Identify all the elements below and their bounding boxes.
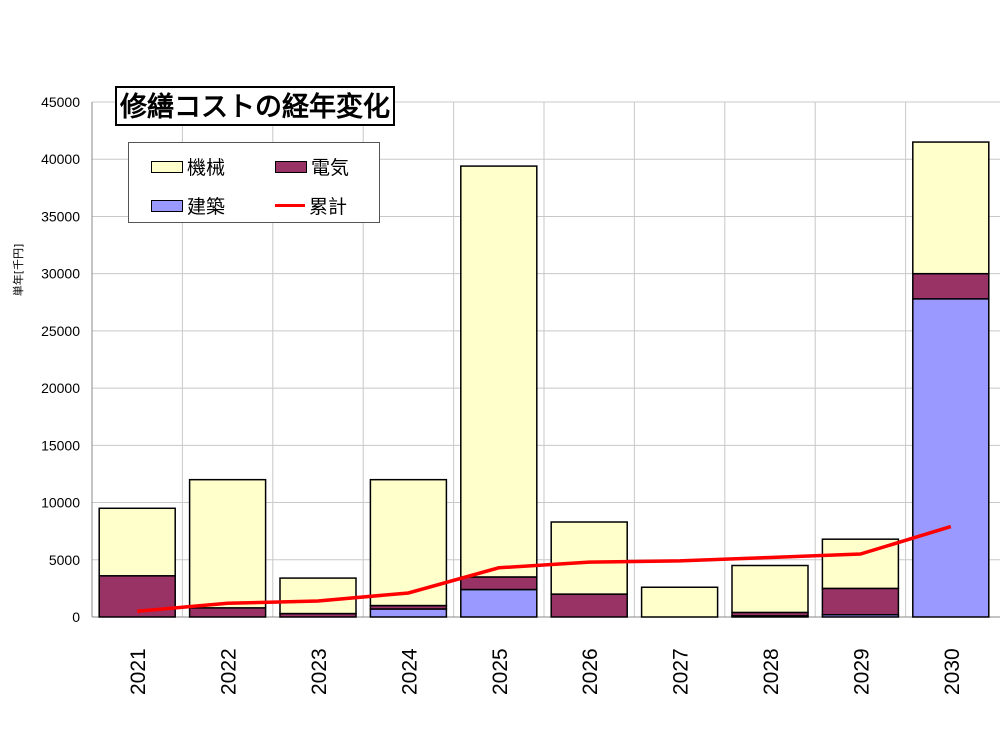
bar-segment xyxy=(821,587,900,616)
y-tick-label: 15000 xyxy=(41,437,80,453)
bar-segment xyxy=(188,607,267,618)
legend-label: 機械 xyxy=(187,157,226,179)
bar-segment xyxy=(912,272,990,300)
legend-swatch xyxy=(151,160,183,173)
legend-swatch xyxy=(151,199,183,212)
bar-segment xyxy=(550,521,628,595)
legend-line xyxy=(275,204,305,207)
y-tick-label: 40000 xyxy=(41,151,80,167)
bar-segment xyxy=(731,564,809,614)
legend-item-cumulative: 累計 xyxy=(275,192,347,219)
y-tick-label: 30000 xyxy=(41,266,80,282)
legend-item-architecture: 建築 xyxy=(151,192,225,219)
y-tick-label: 45000 xyxy=(41,94,80,110)
legend-swatch xyxy=(275,160,307,173)
bar-segment xyxy=(188,478,267,609)
bar-segment xyxy=(460,165,538,578)
y-axis-label: 単年[千円] xyxy=(12,243,25,297)
legend-item-mechanical: 機械 xyxy=(151,153,225,180)
legend-item-electrical: 電気 xyxy=(275,153,349,180)
x-tick-label: 2029 xyxy=(850,648,873,695)
bar-segment xyxy=(912,141,990,275)
y-tick-label: 5000 xyxy=(49,552,80,568)
bar-segment xyxy=(550,593,628,618)
y-tick-label: 35000 xyxy=(41,208,80,224)
legend-label: 電気 xyxy=(311,157,350,179)
bar-segment xyxy=(460,576,538,591)
legend: 機械 電気 建築 累計 xyxy=(128,142,380,223)
bar-segment xyxy=(369,608,448,618)
x-tick-label: 2030 xyxy=(941,648,964,695)
bar-segment xyxy=(279,577,357,615)
chart-title: 修繕コストの経年変化 xyxy=(115,86,395,126)
bar-segment xyxy=(640,586,719,618)
bar-segment xyxy=(98,507,176,577)
x-tick-label: 2021 xyxy=(127,648,150,695)
legend-label: 累計 xyxy=(309,196,348,218)
x-tick-label: 2028 xyxy=(760,648,783,695)
y-tick-label: 0 xyxy=(72,609,80,625)
x-tick-label: 2027 xyxy=(670,648,693,695)
x-tick-label: 2026 xyxy=(579,648,602,695)
bar-segment xyxy=(912,298,990,618)
legend-label: 建築 xyxy=(187,196,226,218)
cumulative-line xyxy=(137,524,952,614)
y-tick-label: 25000 xyxy=(41,323,80,339)
x-tick-label: 2022 xyxy=(218,648,241,695)
x-tick-label: 2023 xyxy=(308,648,331,695)
x-tick-label: 2025 xyxy=(489,648,512,695)
y-tick-label: 20000 xyxy=(41,380,80,396)
x-tick-label: 2024 xyxy=(398,648,421,695)
y-tick-label: 10000 xyxy=(41,495,80,511)
bar-segment xyxy=(460,588,538,618)
